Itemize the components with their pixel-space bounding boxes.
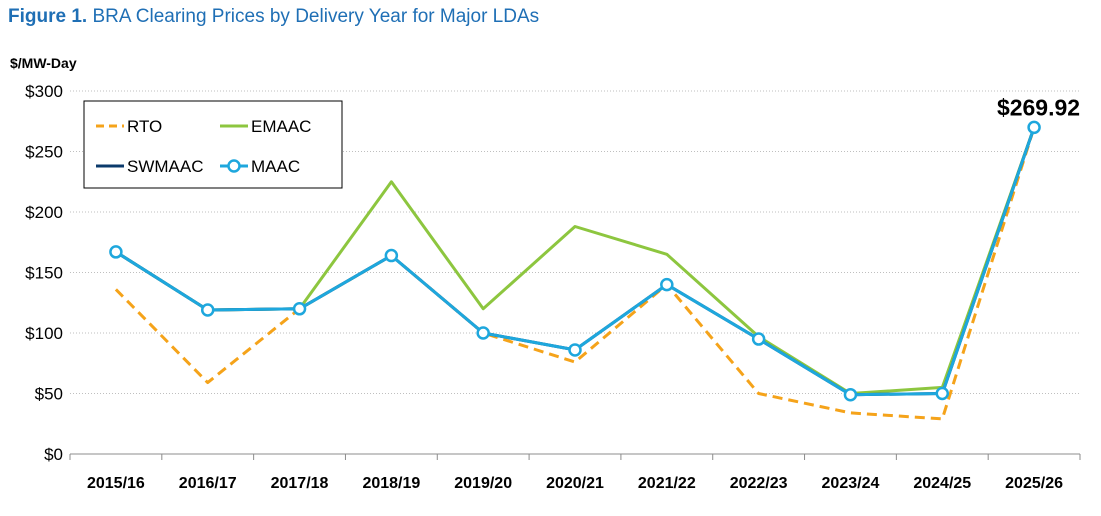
- y-tick-label: $50: [35, 385, 63, 404]
- y-tick-label: $0: [44, 445, 63, 464]
- y-axis-label: $/MW-Day: [10, 55, 77, 71]
- figure-title-text: BRA Clearing Prices by Delivery Year for…: [92, 6, 540, 27]
- figure-number: Figure 1.: [8, 6, 88, 27]
- data-point-maac: [660, 277, 674, 292]
- data-point-maac: [751, 332, 766, 346]
- x-tick-label: 2017/18: [271, 475, 329, 492]
- data-label-annotation: $269.92: [997, 94, 1080, 120]
- y-tick-label: $150: [25, 264, 63, 283]
- series-line-rto: [114, 126, 1036, 421]
- legend-label-rto: RTO: [127, 117, 162, 136]
- x-tick-label: 2019/20: [454, 475, 512, 492]
- legend-marker-maac: [227, 159, 241, 173]
- data-point-maac: [1027, 120, 1041, 135]
- legend-label-maac: MAAC: [251, 157, 300, 176]
- y-tick-label: $250: [25, 143, 63, 162]
- data-point-maac: [476, 326, 490, 340]
- x-tick-label: 2020/21: [546, 475, 604, 492]
- x-tick-label: 2021/22: [638, 475, 696, 492]
- x-tick-label: 2024/25: [913, 475, 971, 492]
- data-point-maac: [200, 303, 215, 317]
- figure-title: Figure 1. BRA Clearing Prices by Deliver…: [8, 6, 539, 28]
- x-tick-label: 2015/16: [87, 475, 145, 492]
- data-point-maac: [843, 387, 858, 402]
- y-tick-label: $300: [25, 82, 63, 101]
- data-point-maac: [384, 248, 399, 263]
- data-point-maac: [109, 245, 123, 259]
- data-point-maac: [292, 302, 307, 316]
- x-tick-label: 2023/24: [822, 475, 880, 492]
- legend-label-emaac: EMAAC: [251, 117, 311, 136]
- y-tick-label: $100: [25, 324, 63, 343]
- data-point-maac: [935, 386, 950, 401]
- x-tick-label: 2022/23: [730, 475, 788, 492]
- data-point-maac: [568, 343, 582, 357]
- legend-label-swmaac: SWMAAC: [127, 157, 204, 176]
- y-tick-label: $200: [25, 203, 63, 222]
- x-tick-label: 2016/17: [179, 475, 237, 492]
- legend-box: [83, 100, 343, 189]
- x-tick-label: 2018/19: [362, 475, 420, 492]
- x-tick-label: 2025/26: [1005, 475, 1063, 492]
